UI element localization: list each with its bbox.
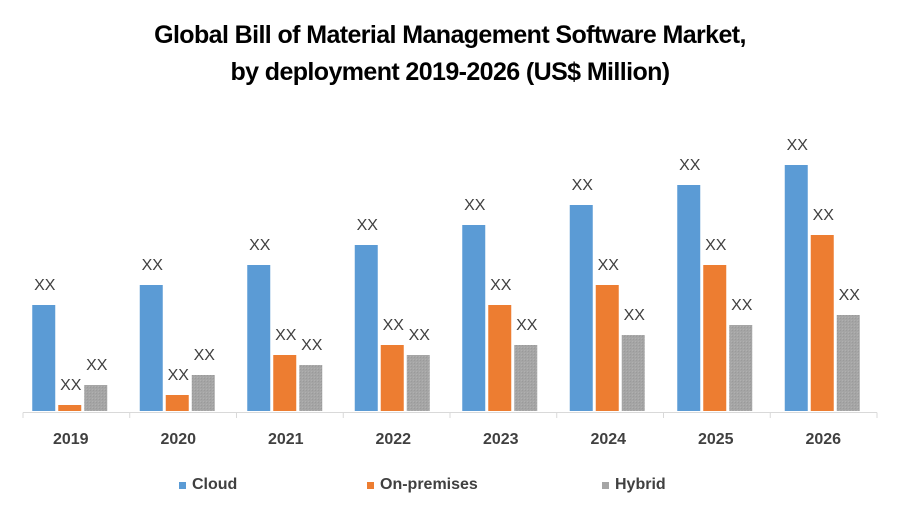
legend-label-cloud: Cloud: [192, 476, 238, 493]
data-label-hybrid-2024: XX: [624, 307, 646, 324]
data-label-on-premises-2023: XX: [490, 277, 512, 294]
data-label-on-premises-2021: XX: [275, 327, 297, 344]
bar-cloud-2025: [677, 185, 701, 411]
bar-hybrid-2023: [514, 345, 538, 411]
data-label-hybrid-2021: XX: [301, 337, 323, 354]
bar-hybrid-2026: [836, 315, 860, 411]
x-tick-label-2025: 2025: [698, 431, 734, 448]
x-tick-label-2019: 2019: [53, 431, 89, 448]
bar-on-premises-2019: [58, 405, 82, 411]
legend-label-hybrid: Hybrid: [615, 476, 666, 493]
data-label-cloud-2023: XX: [464, 197, 486, 214]
data-label-cloud-2019: XX: [34, 277, 56, 294]
legend-swatch-on-premises: [367, 481, 374, 489]
legend-item-on-premises: On-premises: [367, 476, 478, 494]
bar-hybrid-2022: [406, 355, 430, 411]
x-tick-label-2021: 2021: [268, 431, 304, 448]
x-tick-label-2026: 2026: [805, 431, 841, 448]
data-label-on-premises-2024: XX: [598, 257, 620, 274]
data-label-on-premises-2025: XX: [705, 237, 727, 254]
x-tick-label-2020: 2020: [160, 431, 196, 448]
data-label-hybrid-2026: XX: [839, 287, 861, 304]
bar-cloud-2021: [247, 265, 271, 411]
data-label-cloud-2022: XX: [357, 217, 379, 234]
x-tick-label-2022: 2022: [375, 431, 411, 448]
data-label-cloud-2021: XX: [249, 237, 271, 254]
legend-swatch-cloud: [179, 481, 186, 489]
x-tick-label-2023: 2023: [483, 431, 519, 448]
bar-cloud-2019: [32, 305, 56, 411]
data-label-cloud-2026: XX: [787, 137, 809, 154]
bar-on-premises-2022: [380, 345, 404, 411]
bar-on-premises-2025: [703, 265, 727, 411]
bar-hybrid-2025: [729, 325, 753, 411]
bar-on-premises-2020: [165, 395, 189, 411]
bar-cloud-2026: [784, 165, 808, 411]
data-label-hybrid-2023: XX: [516, 317, 538, 334]
data-label-on-premises-2022: XX: [383, 317, 405, 334]
legend-label-on-premises: On-premises: [380, 476, 478, 493]
data-label-cloud-2025: XX: [679, 157, 701, 174]
bar-on-premises-2023: [488, 305, 512, 411]
data-label-cloud-2020: XX: [142, 257, 164, 274]
bar-cloud-2022: [354, 245, 378, 411]
bar-hybrid-2020: [191, 375, 215, 411]
legend-item-cloud: Cloud: [179, 476, 237, 494]
x-tick-label-2024: 2024: [590, 431, 626, 448]
legend-swatch-hybrid: [602, 481, 609, 489]
chart-title: Global Bill of Material Management Softw…: [154, 21, 746, 49]
bar-hybrid-2021: [299, 365, 323, 411]
data-label-hybrid-2019: XX: [86, 357, 108, 374]
bar-cloud-2023: [462, 225, 486, 411]
data-label-on-premises-2020: XX: [168, 367, 190, 384]
data-label-hybrid-2020: XX: [194, 347, 216, 364]
data-label-on-premises-2026: XX: [813, 207, 835, 224]
data-label-hybrid-2022: XX: [409, 327, 431, 344]
data-label-cloud-2024: XX: [572, 177, 594, 194]
chart-subtitle: by deployment 2019-2026 (US$ Million): [230, 58, 670, 86]
data-label-hybrid-2025: XX: [731, 297, 753, 314]
bar-on-premises-2026: [810, 235, 834, 411]
data-label-on-premises-2019: XX: [60, 377, 82, 394]
legend-item-hybrid: Hybrid: [602, 476, 666, 494]
bar-hybrid-2019: [84, 385, 108, 411]
bar-hybrid-2024: [621, 335, 645, 411]
bar-on-premises-2024: [595, 285, 619, 411]
bar-cloud-2020: [139, 285, 163, 411]
bar-cloud-2024: [569, 205, 593, 411]
bar-on-premises-2021: [273, 355, 297, 411]
